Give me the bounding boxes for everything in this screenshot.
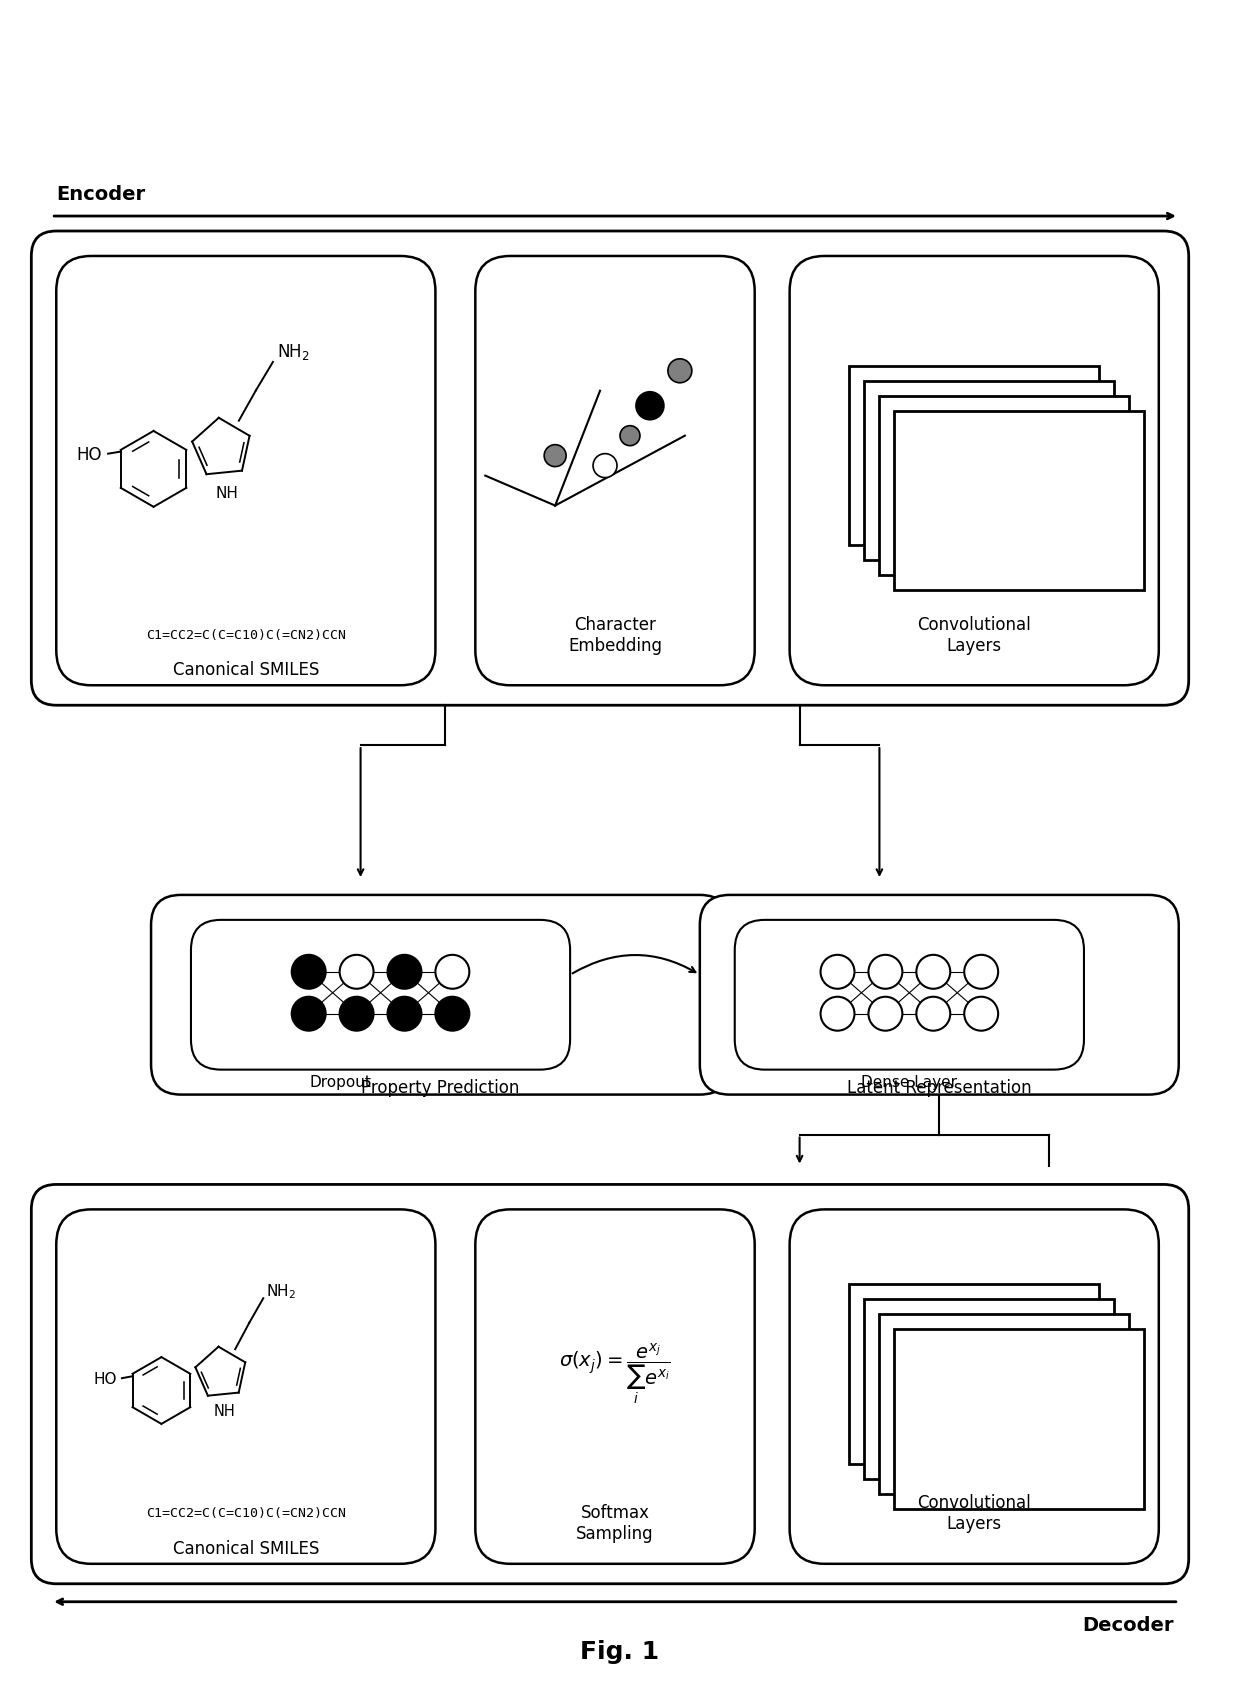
Circle shape <box>388 998 422 1031</box>
Circle shape <box>340 955 373 989</box>
Text: Canonical SMILES: Canonical SMILES <box>172 661 319 679</box>
Text: Convolutional
Layers: Convolutional Layers <box>918 617 1032 655</box>
Bar <box>864 381 1114 561</box>
Circle shape <box>668 359 692 382</box>
Circle shape <box>620 426 640 445</box>
Circle shape <box>821 998 854 1031</box>
FancyBboxPatch shape <box>790 256 1159 686</box>
Text: Fig. 1: Fig. 1 <box>580 1640 660 1663</box>
Text: NH: NH <box>215 485 238 500</box>
Circle shape <box>916 955 950 989</box>
FancyBboxPatch shape <box>31 1185 1189 1584</box>
Bar <box>849 1284 1099 1464</box>
Text: Latent Representation: Latent Representation <box>847 1078 1032 1097</box>
Circle shape <box>435 998 469 1031</box>
Bar <box>894 1329 1143 1508</box>
Circle shape <box>388 955 422 989</box>
FancyBboxPatch shape <box>151 895 730 1095</box>
Text: NH$_2$: NH$_2$ <box>265 1282 296 1301</box>
Circle shape <box>965 998 998 1031</box>
FancyBboxPatch shape <box>475 1210 755 1564</box>
Circle shape <box>636 391 663 420</box>
Bar <box>864 1299 1114 1479</box>
Text: NH: NH <box>213 1404 236 1419</box>
Bar <box>849 366 1099 546</box>
Text: Convolutional
Layers: Convolutional Layers <box>918 1495 1032 1533</box>
Circle shape <box>821 955 854 989</box>
Circle shape <box>868 955 903 989</box>
Circle shape <box>291 955 326 989</box>
Text: HO: HO <box>77 445 102 463</box>
Text: C1=CC2=C(C=C10)C(=CN2)CCN: C1=CC2=C(C=C10)C(=CN2)CCN <box>146 1508 346 1520</box>
Text: Softmax
Sampling: Softmax Sampling <box>577 1505 653 1543</box>
Bar <box>894 411 1143 590</box>
Circle shape <box>965 955 998 989</box>
FancyBboxPatch shape <box>475 256 755 686</box>
Text: NH$_2$: NH$_2$ <box>278 342 310 362</box>
Text: Property Prediction: Property Prediction <box>361 1078 520 1097</box>
Circle shape <box>340 998 373 1031</box>
Bar <box>879 396 1128 576</box>
Text: HO: HO <box>93 1373 117 1387</box>
Text: $\sigma(x_j) = \dfrac{e^{x_j}}{\sum_i e^{x_i}}$: $\sigma(x_j) = \dfrac{e^{x_j}}{\sum_i e^… <box>559 1341 671 1407</box>
Circle shape <box>435 955 469 989</box>
Text: C1=CC2=C(C=C10)C(=CN2)CCN: C1=CC2=C(C=C10)C(=CN2)CCN <box>146 629 346 642</box>
FancyBboxPatch shape <box>56 256 435 686</box>
FancyBboxPatch shape <box>31 231 1189 706</box>
Text: Decoder: Decoder <box>1083 1616 1174 1634</box>
Circle shape <box>291 998 326 1031</box>
Circle shape <box>916 998 950 1031</box>
Bar <box>879 1314 1128 1495</box>
Text: Canonical SMILES: Canonical SMILES <box>172 1540 319 1559</box>
Circle shape <box>544 445 567 467</box>
Text: Dense Layer: Dense Layer <box>862 1075 957 1090</box>
FancyBboxPatch shape <box>735 920 1084 1070</box>
FancyBboxPatch shape <box>699 895 1179 1095</box>
FancyBboxPatch shape <box>790 1210 1159 1564</box>
FancyBboxPatch shape <box>191 920 570 1070</box>
Circle shape <box>868 998 903 1031</box>
Text: Character
Embedding: Character Embedding <box>568 617 662 655</box>
Text: Encoder: Encoder <box>56 185 145 204</box>
Circle shape <box>593 453 618 477</box>
Text: Dropout: Dropout <box>310 1075 372 1090</box>
FancyBboxPatch shape <box>56 1210 435 1564</box>
